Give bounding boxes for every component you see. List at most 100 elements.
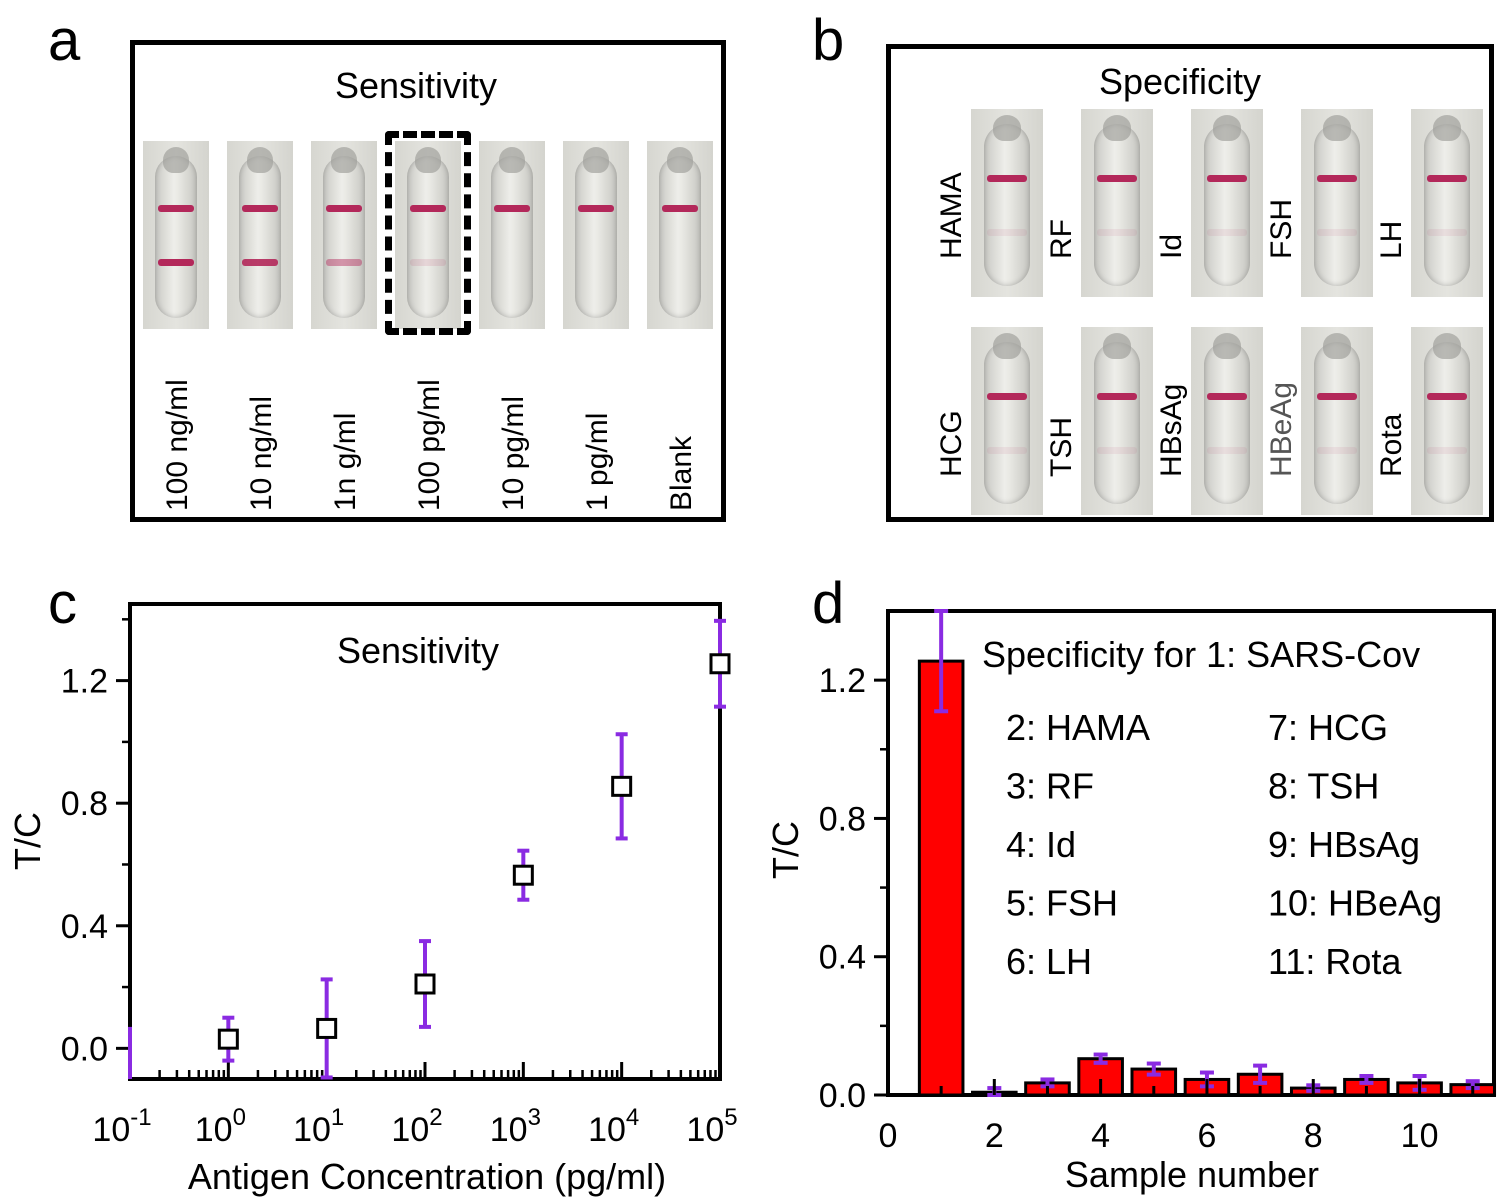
specificity-strip [971, 327, 1043, 515]
control-line [1096, 393, 1138, 400]
specificity-strip [1191, 109, 1263, 297]
panel-a-title: Sensitivity [335, 65, 498, 106]
control-line [1426, 175, 1468, 182]
panel-b-title: Specificity [1099, 61, 1262, 102]
control-line [577, 205, 615, 212]
legend-entry: 9: HBsAg [1268, 824, 1420, 865]
legend-entry: 10: HBeAg [1268, 883, 1442, 924]
y-tick-label: 0.4 [61, 908, 108, 946]
y-tick-label: 1.2 [819, 662, 866, 700]
x-tick-label: 102 [391, 1104, 442, 1149]
legend-entry: 4: Id [1006, 824, 1076, 865]
legend-heading: Specificity for 1: SARS-Cov [982, 634, 1420, 675]
specificity-strip [971, 109, 1043, 297]
panel-letter-c: c [48, 571, 77, 636]
data-point [611, 775, 633, 797]
legend-entry: 11: Rota [1268, 941, 1402, 982]
control-line [493, 205, 531, 212]
specificity-strip [1081, 109, 1153, 297]
x-tick-label: 2 [985, 1117, 1004, 1155]
control-line [986, 175, 1028, 182]
test-line [1096, 229, 1138, 236]
specificity-strip [1301, 327, 1373, 515]
x-tick-label: 104 [588, 1104, 639, 1149]
y-tick-label: 0.0 [61, 1030, 108, 1068]
x-tick-label: 4 [1091, 1117, 1110, 1155]
test-line [1316, 229, 1358, 236]
chart-c-title: Sensitivity [337, 630, 499, 671]
sensitivity-strip [395, 141, 461, 329]
chart-c-xlabel: Antigen Concentration (pg/ml) [188, 1156, 666, 1197]
legend-entry: 5: FSH [1006, 883, 1118, 924]
panel-letter-d: d [812, 571, 845, 636]
chart-d-ylabel: T/C [765, 821, 806, 879]
y-tick-label: 0.8 [61, 785, 108, 823]
chart-c: 10-1 100 101 102 103 104 105 0.0 0.4 0.8 1.2 Sensit… [7, 602, 738, 1197]
chart-d-xlabel: Sample number [1065, 1154, 1319, 1195]
legend-entry: 6: LH [1006, 941, 1092, 982]
x-tick-label: 105 [686, 1104, 737, 1149]
data-point [414, 973, 436, 995]
test-line [1206, 229, 1248, 236]
sensitivity-strip [647, 141, 713, 329]
x-tick-label: 103 [490, 1104, 541, 1149]
chart-d: 0 2 4 6 8 10 0.0 0.4 0.8 1.2 Specificity for 1: SA… [765, 609, 1497, 1195]
x-tick-label: 10-1 [92, 1104, 151, 1149]
control-line [1096, 175, 1138, 182]
panel-letter-b: b [812, 8, 845, 73]
data-point [512, 864, 534, 886]
test-line [986, 447, 1028, 454]
control-line [1426, 393, 1468, 400]
test-line [157, 259, 195, 266]
specificity-strip [1081, 327, 1153, 515]
x-tick-label: 100 [195, 1104, 246, 1149]
sensitivity-strip [479, 141, 545, 329]
specificity-strip [1301, 109, 1373, 297]
legend-entry: 7: HCG [1268, 707, 1388, 748]
control-line [409, 205, 447, 212]
control-line [986, 393, 1028, 400]
sensitivity-strip [143, 141, 209, 329]
test-line [1316, 447, 1358, 454]
x-tick-label: 101 [293, 1104, 344, 1149]
panel-a-photo: Sensitivity 100 ng/ml 10 ng/ml 1n g/ml 100 … [130, 40, 726, 522]
y-tick-label: 0.0 [819, 1077, 866, 1115]
chart-c-ylabel: T/C [7, 812, 48, 870]
bar [917, 659, 965, 1097]
control-line [157, 205, 195, 212]
sensitivity-strip [227, 141, 293, 329]
sensitivity-strip [563, 141, 629, 329]
control-line [1206, 393, 1248, 400]
control-line [1316, 393, 1358, 400]
test-line [325, 259, 363, 266]
control-line [241, 205, 279, 212]
specificity-strip [1191, 327, 1263, 515]
x-tick-label: 8 [1304, 1117, 1323, 1155]
y-tick-label: 0.4 [819, 939, 866, 977]
data-point [316, 1017, 338, 1039]
control-line [1206, 175, 1248, 182]
x-tick-label: 0 [879, 1117, 898, 1155]
data-point [217, 1028, 239, 1050]
y-tick-label: 1.2 [61, 663, 108, 701]
panel-letter-a: a [48, 8, 81, 73]
data-point [709, 653, 731, 675]
test-line [241, 259, 279, 266]
test-line [1426, 447, 1468, 454]
test-line [1426, 229, 1468, 236]
x-tick-label: 10 [1401, 1117, 1439, 1155]
test-line [986, 229, 1028, 236]
control-line [1316, 175, 1358, 182]
specificity-strip [1411, 109, 1483, 297]
legend-entry: 2: HAMA [1006, 707, 1150, 748]
legend-entry: 8: TSH [1268, 766, 1379, 807]
control-line [661, 205, 699, 212]
test-line [1206, 447, 1248, 454]
y-tick-label: 0.8 [819, 800, 866, 838]
test-line [1096, 447, 1138, 454]
sensitivity-strip [311, 141, 377, 329]
x-tick-label: 6 [1197, 1117, 1216, 1155]
legend-entry: 3: RF [1006, 766, 1094, 807]
test-line [409, 259, 447, 266]
